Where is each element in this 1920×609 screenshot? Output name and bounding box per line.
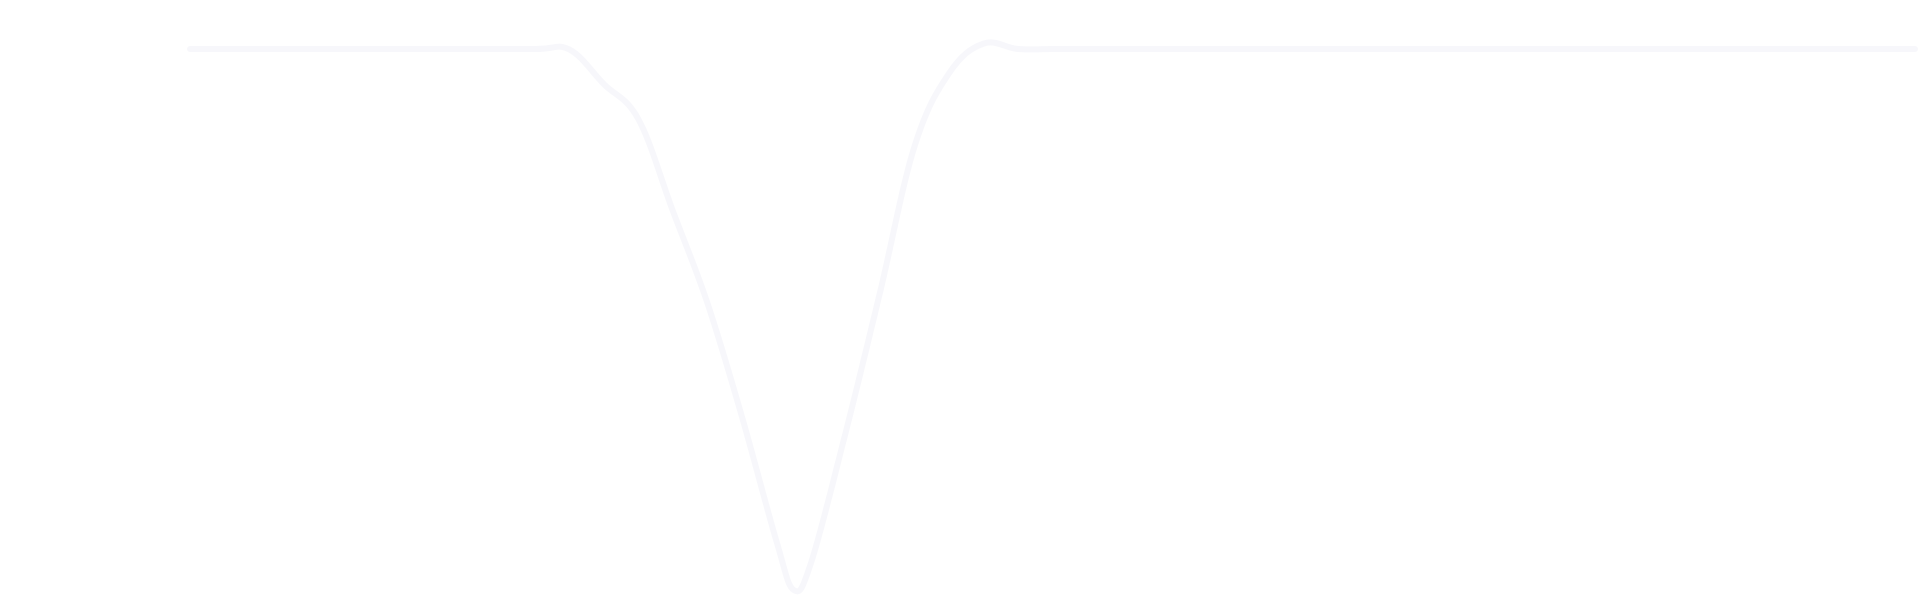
series-layer xyxy=(187,39,1918,595)
series-line-0 xyxy=(187,39,1918,595)
